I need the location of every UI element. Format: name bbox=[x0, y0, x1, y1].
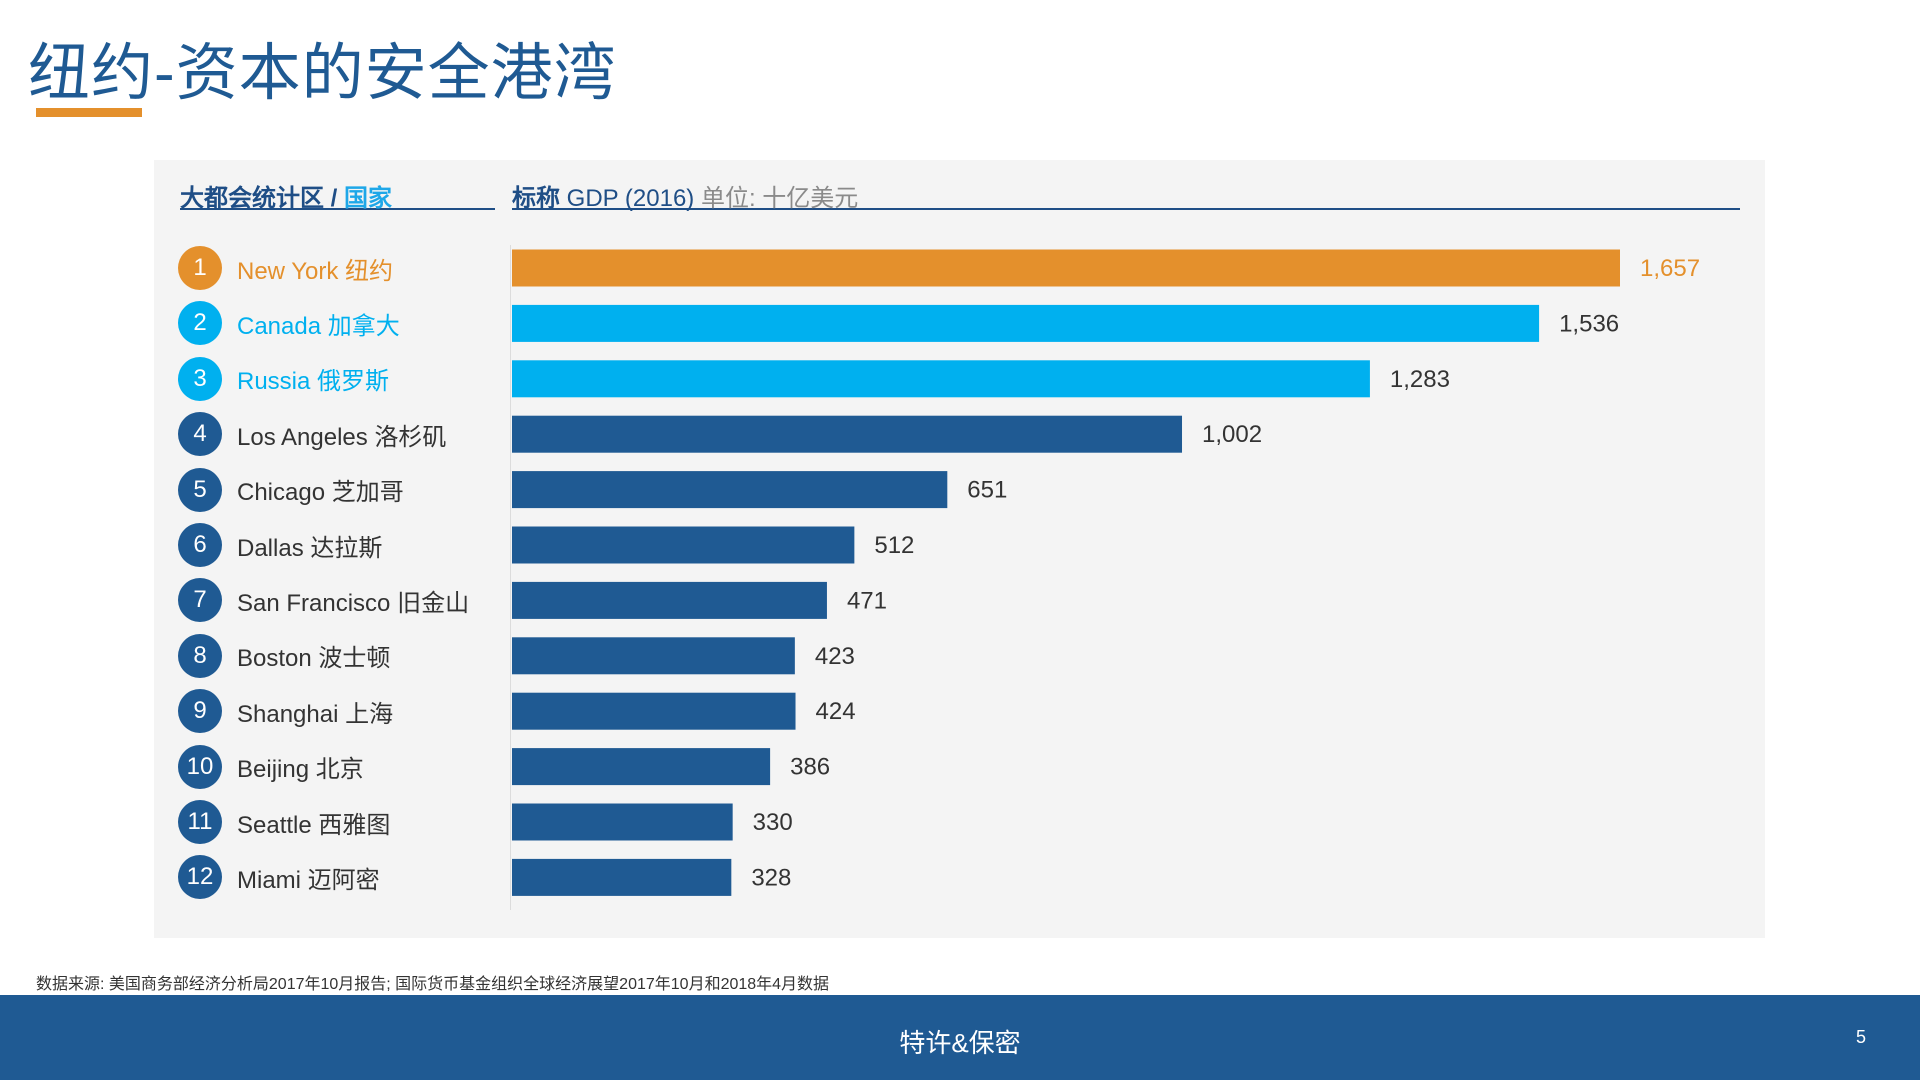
gdp-column-header: 标称 GDP (2016) 单位: 十亿美元 bbox=[512, 178, 1740, 212]
rank-header-accent: 国家 bbox=[344, 185, 393, 212]
bar-value-label: 471 bbox=[847, 587, 887, 614]
rank-row: 12 Miami 迈阿密 bbox=[178, 854, 380, 900]
bar bbox=[512, 692, 796, 730]
row-name: Seattle 西雅图 bbox=[237, 811, 391, 839]
rank-badge: 9 bbox=[178, 689, 222, 734]
bar-value-label: 423 bbox=[815, 643, 855, 670]
bar bbox=[512, 304, 1540, 342]
bar bbox=[512, 858, 732, 896]
row-name: Beijing 北京 bbox=[237, 756, 364, 784]
bar-value-label: 512 bbox=[874, 532, 914, 559]
rank-row: 9 Shanghai 上海 bbox=[178, 688, 393, 734]
rank-row: 11 Seattle 西雅图 bbox=[178, 799, 390, 845]
footer: 特许&保密 5 bbox=[0, 995, 1920, 1080]
rank-row: 6 Dallas 达拉斯 bbox=[178, 522, 382, 568]
rank-badge: 3 bbox=[178, 356, 222, 401]
bar-value-label: 328 bbox=[751, 864, 791, 891]
bar bbox=[512, 415, 1183, 453]
rank-badge: 2 bbox=[178, 301, 222, 346]
rank-badge: 11 bbox=[178, 800, 222, 844]
gdp-header-label: GDP (2016) bbox=[560, 185, 701, 212]
rank-row: 4 Los Angeles 洛杉矶 bbox=[178, 411, 446, 457]
bar-value-label: 1,002 bbox=[1202, 421, 1262, 448]
row-name: Miami 迈阿密 bbox=[237, 866, 380, 894]
bar-value-label: 651 bbox=[967, 477, 1007, 504]
row-name: New York 纽约 bbox=[237, 257, 394, 285]
row-name: Shanghai 上海 bbox=[237, 700, 394, 728]
rank-badge: 5 bbox=[178, 467, 222, 512]
bar bbox=[512, 471, 948, 509]
rank-row: 5 Chicago 芝加哥 bbox=[178, 467, 404, 513]
bar bbox=[512, 803, 733, 841]
title-accent-bar bbox=[36, 108, 142, 117]
page-number: 5 bbox=[1855, 1027, 1866, 1047]
bar bbox=[512, 581, 827, 619]
bar bbox=[512, 526, 855, 564]
rank-column-header: 大都会统计区 / 国家 bbox=[180, 178, 495, 212]
row-name: Dallas 达拉斯 bbox=[237, 534, 383, 562]
row-name: San Francisco 旧金山 bbox=[237, 589, 470, 617]
rank-badge: 1 bbox=[178, 246, 222, 290]
bar-value-label: 424 bbox=[816, 698, 856, 725]
page-title: 纽约-资本的安全港湾 bbox=[28, 39, 617, 108]
row-name: Los Angeles 洛杉矶 bbox=[237, 423, 447, 451]
rank-header-label: 大都会统计区 / bbox=[180, 185, 345, 212]
chart-panel bbox=[154, 160, 1765, 938]
rank-badge: 7 bbox=[178, 578, 222, 623]
bar-value-label: 386 bbox=[790, 754, 830, 781]
bar bbox=[512, 360, 1370, 398]
row-name: Russia 俄罗斯 bbox=[237, 368, 390, 396]
source-note: 数据来源: 美国商务部经济分析局2017年10月报告; 国际货币基金组织全球经济… bbox=[36, 976, 830, 993]
rank-row: 3 Russia 俄罗斯 bbox=[178, 356, 389, 402]
rank-row: 7 San Francisco 旧金山 bbox=[178, 577, 469, 623]
row-name: Canada 加拿大 bbox=[237, 312, 400, 340]
footer-text: 特许&保密 bbox=[899, 1028, 1021, 1058]
rank-badge: 4 bbox=[178, 412, 222, 457]
bar-value-label: 1,283 bbox=[1390, 366, 1450, 393]
bar-value-label: 1,657 bbox=[1640, 255, 1700, 282]
rank-row: 10 Beijing 北京 bbox=[178, 744, 364, 790]
rank-badge: 6 bbox=[178, 523, 222, 567]
axis-line bbox=[510, 245, 511, 910]
row-name: Boston 波士顿 bbox=[237, 645, 391, 673]
bar bbox=[512, 637, 795, 675]
gdp-header-bold: 标称 bbox=[512, 185, 560, 212]
bar bbox=[512, 249, 1620, 287]
rank-row: 1 New York 纽约 bbox=[178, 245, 393, 291]
rank-row: 2 Canada 加拿大 bbox=[178, 300, 400, 346]
rank-badge: 8 bbox=[178, 633, 222, 678]
rank-badge: 12 bbox=[178, 855, 222, 900]
rank-row: 8 Boston 波士顿 bbox=[178, 633, 390, 679]
bar-value-label: 1,536 bbox=[1559, 310, 1619, 337]
gdp-header-unit: 单位: 十亿美元 bbox=[700, 185, 859, 212]
row-name: Chicago 芝加哥 bbox=[237, 479, 404, 507]
bar bbox=[512, 748, 771, 786]
rank-badge: 10 bbox=[178, 744, 222, 789]
bar-value-label: 330 bbox=[753, 809, 793, 836]
